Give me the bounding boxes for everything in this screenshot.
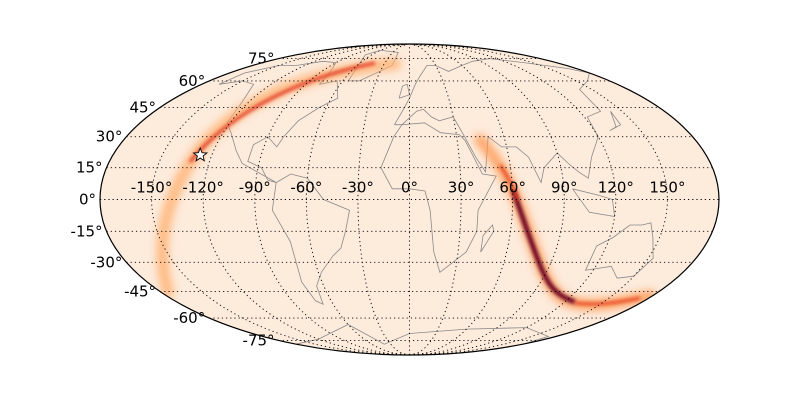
- meridian-line: [357, 44, 410, 355]
- meridian-line: [254, 44, 410, 355]
- latitude-label: -30°: [90, 253, 122, 271]
- graticule: [100, 44, 719, 355]
- latitude-label: -45°: [124, 283, 156, 301]
- latitude-labels: 75° 60° 45° 30° 15° 0° -15° -30°-45° -60° -75°: [71, 50, 275, 350]
- star-icon: [192, 146, 209, 162]
- longitude-label: -150°: [131, 179, 173, 197]
- map-border: [99, 43, 720, 356]
- longitude-label: 150°: [649, 179, 685, 197]
- latitude-label: -75°: [243, 331, 275, 349]
- longitude-label: 0°: [401, 179, 418, 197]
- meridian-line: [409, 44, 565, 355]
- longitude-label: 60°: [499, 179, 526, 197]
- coastline: [271, 173, 350, 306]
- latitude-label: 60°: [179, 72, 206, 90]
- latitude-label: 0°: [79, 191, 96, 209]
- latitude-label: 45°: [129, 98, 156, 116]
- meridian-line: [409, 44, 668, 355]
- longitude-label: -90°: [239, 179, 271, 197]
- probability-band-south-arc-edge: [498, 164, 641, 306]
- coastline: [380, 122, 497, 273]
- meridian-line: [151, 44, 410, 355]
- probability-band-north-arc-core: [188, 61, 376, 163]
- latitude-label: -15°: [71, 222, 103, 240]
- coastline: [347, 49, 399, 82]
- probability-band-south-arc-core: [510, 189, 576, 305]
- coastline: [398, 83, 410, 99]
- longitude-label: 90°: [551, 179, 578, 197]
- coastline: [584, 222, 654, 279]
- coastline: [572, 188, 616, 217]
- longitude-label: 30°: [448, 179, 475, 197]
- coastline: [609, 110, 622, 132]
- longitude-label: -30°: [342, 179, 374, 197]
- coastline: [480, 224, 495, 253]
- longitude-label: -60°: [290, 179, 322, 197]
- probability-heatmap: [156, 58, 656, 311]
- star-icon: [192, 146, 209, 162]
- latitude-label: 30°: [96, 128, 123, 146]
- longitude-labels: -150° -120° -90° -60° -30° 0° 30° 60° 90° 120° 150…: [131, 179, 686, 197]
- latitude-label: -60°: [173, 309, 205, 327]
- longitude-label: -120°: [182, 179, 224, 197]
- latitude-label: 75°: [248, 50, 275, 68]
- latitude-label: 15°: [76, 159, 103, 177]
- longitude-label: 120°: [598, 179, 634, 197]
- meridian-line: [409, 44, 462, 355]
